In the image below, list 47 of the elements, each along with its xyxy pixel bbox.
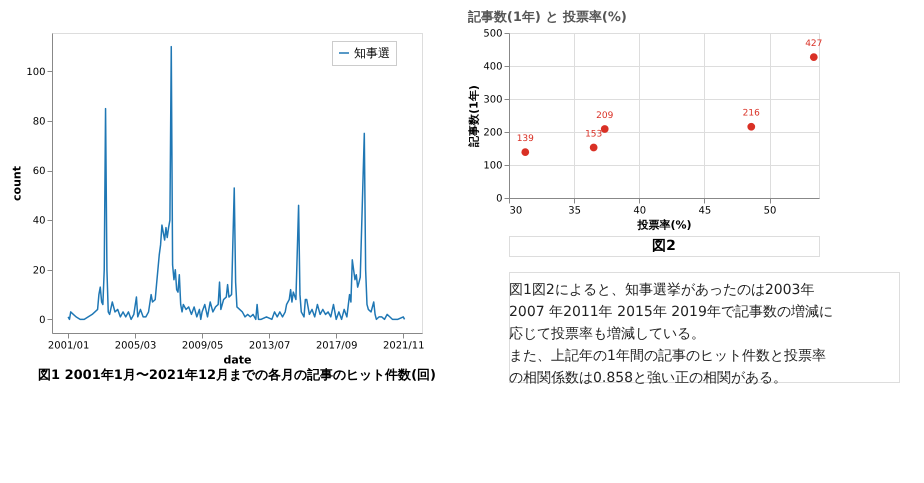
y-tick-label: 0 [496, 194, 502, 204]
x-tick-label: 50 [764, 206, 776, 216]
x-tick-label: 35 [568, 206, 581, 216]
data-label: 216 [742, 108, 760, 119]
y-tick-label: 100 [26, 66, 46, 78]
point [521, 148, 530, 156]
data-label: 139 [516, 134, 534, 144]
x-tick-label: 2021/11 [382, 340, 425, 352]
caption: 図2 [652, 238, 676, 254]
y-tick-label: 60 [32, 166, 46, 178]
x-tick-label: 40 [633, 206, 646, 216]
y-axis-title: 記事数(1年) [467, 85, 480, 148]
y-axis-title: count [10, 166, 24, 201]
x-tick-label: 2017/09 [316, 340, 358, 352]
y-tick-label: 400 [483, 62, 502, 72]
caption: 図1図2によると、知事選挙があったのは2003年 [509, 282, 814, 298]
y-tick-label: 40 [32, 216, 46, 227]
line-series [67, 46, 406, 320]
y-tick-label: 20 [32, 265, 46, 276]
y-tick-label: 100 [483, 160, 502, 172]
y-tick-label: 0 [39, 314, 46, 326]
legend-label: 知事選 [354, 46, 390, 60]
x-tick-label: 45 [698, 206, 712, 216]
point [600, 125, 609, 133]
x-tick-label: 2009/05 [182, 340, 224, 352]
data-label: 153 [585, 130, 602, 140]
y-tick-label: 300 [483, 94, 502, 106]
x-tick-label: 2005/03 [114, 340, 156, 352]
chart-title: 記事数(1年) と 投票率(%) [466, 9, 627, 25]
data-label: 209 [596, 111, 614, 122]
point [810, 53, 818, 61]
y-tick-label: 200 [483, 128, 502, 138]
text: の相関係数は0.858と強い正の相関がある。 [509, 370, 788, 386]
data-label: 427 [805, 39, 822, 50]
caption: 図1 2001年1月〜2021年12月までの各月の記事のヒット件数(回) [38, 367, 436, 383]
x-tick-label: 2001/01 [48, 340, 90, 352]
y-tick-label: 80 [32, 116, 46, 128]
x-axis-title: 投票率(%) [636, 218, 692, 232]
text: 2007 年2011年 2015年 2019年で記事数の増減に [509, 303, 833, 320]
point [590, 144, 598, 152]
text: 応じて投票率も増減している。 [509, 325, 705, 342]
text: また、上記年の1年間の記事のヒット件数と投票率 [509, 348, 826, 364]
x-axis-title: date [223, 354, 252, 366]
x-tick-label: 30 [510, 206, 522, 216]
point [747, 122, 756, 131]
x-tick-label: 2013/07 [248, 340, 290, 352]
y-tick-label: 500 [483, 28, 502, 40]
